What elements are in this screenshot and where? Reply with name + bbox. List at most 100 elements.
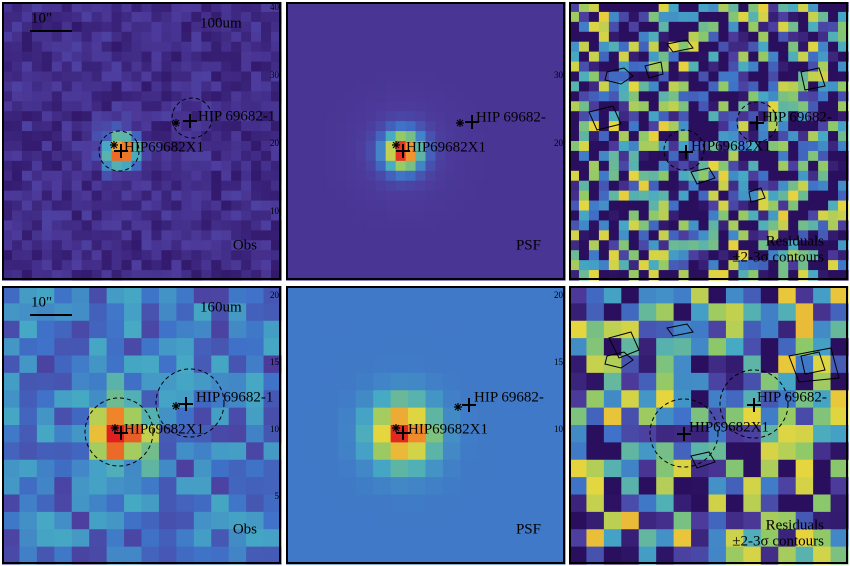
pixel (355, 190, 367, 202)
pixel (161, 51, 172, 63)
pixel (748, 170, 759, 182)
pixel (71, 270, 83, 281)
pixel (525, 150, 536, 162)
pixel (261, 21, 272, 33)
pixel (598, 31, 610, 43)
pixel (295, 131, 307, 142)
pixel (668, 150, 680, 162)
pixel (305, 141, 317, 152)
pixel (578, 41, 590, 53)
pixel (151, 21, 163, 33)
pixel (608, 2, 620, 13)
pixel (91, 230, 103, 241)
pixel (638, 240, 650, 251)
pixel (603, 459, 622, 478)
pixel (415, 21, 427, 33)
pixel (778, 494, 797, 513)
pixel (221, 230, 232, 241)
pixel (221, 180, 232, 192)
pixel (618, 180, 630, 192)
pixel (211, 121, 222, 132)
pixel (758, 11, 769, 23)
pixel (603, 390, 622, 409)
pixel (588, 21, 600, 33)
pixel (495, 31, 506, 43)
pixel (385, 61, 397, 73)
pixel (335, 61, 347, 73)
pixel (638, 61, 650, 73)
pixel (251, 170, 262, 182)
pixel (320, 372, 339, 391)
pixel (286, 407, 305, 426)
pixel (445, 180, 456, 192)
pixel (171, 260, 182, 271)
pixel (251, 270, 262, 281)
pixel (91, 131, 103, 142)
pixel (2, 320, 21, 339)
pixel (621, 303, 640, 322)
cross-marker (462, 398, 476, 412)
pixel (41, 230, 53, 241)
pixel (505, 260, 516, 271)
pixel (161, 111, 172, 122)
pixel (435, 41, 447, 53)
pixel (708, 286, 727, 304)
pixel (345, 41, 357, 53)
pixel (221, 210, 232, 222)
pixel (618, 121, 630, 132)
pixel (375, 160, 387, 172)
pixel (101, 131, 113, 142)
pixel (628, 41, 640, 53)
pixel (569, 81, 580, 92)
pixel (338, 355, 357, 374)
pixel (106, 459, 125, 478)
pixel (569, 270, 580, 281)
pixel (435, 111, 447, 122)
pixel (261, 51, 272, 63)
pixel (425, 190, 437, 202)
pixel (555, 270, 566, 281)
pixel (106, 338, 125, 357)
pixel (355, 51, 367, 63)
pixel (678, 250, 690, 261)
pixel (425, 425, 444, 443)
pixel (286, 529, 305, 548)
pixel (808, 51, 819, 63)
pixel (31, 61, 43, 73)
pixel (111, 31, 123, 43)
pixel (485, 210, 496, 222)
pixel (71, 390, 90, 409)
pixel (668, 131, 680, 142)
pixel (795, 338, 814, 357)
pixel (415, 11, 427, 23)
pixel (41, 101, 53, 112)
tick-label: 20 (554, 138, 564, 148)
pixel (760, 477, 779, 496)
pixel (778, 131, 789, 142)
pixel (286, 355, 305, 374)
pixel (698, 2, 710, 13)
pixel (525, 61, 536, 73)
pixel (191, 170, 202, 182)
pixel (54, 338, 73, 357)
pixel (355, 286, 374, 304)
pixel (728, 81, 739, 92)
pixel (638, 81, 650, 92)
pixel (477, 355, 496, 374)
pixel (303, 459, 322, 478)
pixel (221, 240, 232, 251)
pixel (41, 111, 53, 122)
pixel (795, 459, 814, 478)
pixel (415, 250, 427, 261)
pixel (51, 250, 63, 261)
pixel (425, 141, 437, 152)
pixel (303, 546, 322, 565)
pixel (778, 11, 789, 23)
pixel (798, 81, 809, 92)
pixel (638, 200, 650, 212)
pixel (698, 260, 710, 271)
pixel (828, 31, 839, 43)
pixel (725, 320, 744, 339)
pixel (71, 200, 83, 212)
